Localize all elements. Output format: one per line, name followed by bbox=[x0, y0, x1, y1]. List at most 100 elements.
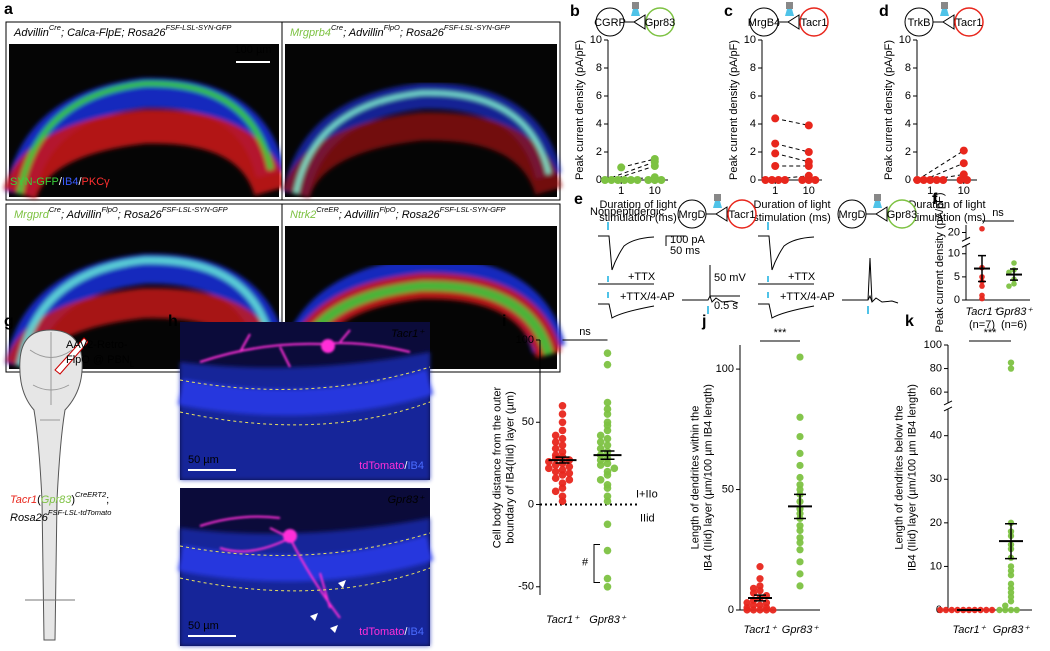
x-category-label: Tacr1⁺ bbox=[953, 624, 987, 636]
y-tick-label: 10 bbox=[930, 560, 942, 572]
data-point bbox=[551, 438, 560, 446]
data-point bbox=[1007, 571, 1015, 579]
genotype-label: Tacr1(Gpr83)CreERT2; bbox=[10, 490, 109, 505]
data-point bbox=[1011, 281, 1017, 287]
scale-bar-label: 50 µm bbox=[188, 454, 219, 466]
data-point bbox=[796, 546, 804, 554]
data-point bbox=[603, 497, 612, 506]
light-source bbox=[632, 2, 639, 9]
data-point bbox=[1007, 365, 1015, 372]
x-tick-label: 1 bbox=[927, 185, 933, 197]
data-point bbox=[796, 558, 804, 566]
data-point bbox=[948, 606, 955, 614]
data-point bbox=[1007, 606, 1015, 614]
data-point bbox=[749, 606, 758, 614]
data-point bbox=[761, 176, 770, 184]
text-segment: IB4 bbox=[407, 626, 424, 638]
text-segment: ) bbox=[71, 494, 75, 506]
data-point bbox=[558, 471, 567, 479]
y-tick-label: 0 bbox=[528, 498, 534, 510]
data-point bbox=[603, 459, 612, 468]
genotype-label: Gpr83⁺ bbox=[388, 494, 426, 506]
neuron-label: Tacr1 bbox=[729, 209, 756, 221]
neuron-label: MrgB4 bbox=[748, 17, 780, 29]
light-source bbox=[786, 2, 793, 9]
y-axis-label: Cell body distance from the outerboundar… bbox=[491, 386, 516, 548]
neuron-label: Gpr83 bbox=[645, 17, 676, 29]
data-point bbox=[596, 438, 605, 446]
text-segment: FlpO bbox=[384, 23, 400, 32]
y-tick-label: 40 bbox=[930, 430, 942, 442]
scale-label: 100 pA bbox=[670, 234, 706, 246]
data-point bbox=[565, 462, 574, 471]
y-axis-label-line: IB4 (IIid) layer (µm/100 µm IB4 length) bbox=[906, 384, 918, 571]
data-point bbox=[756, 575, 764, 583]
scale-bar-label: 100 µm bbox=[235, 44, 272, 56]
neuron bbox=[887, 199, 917, 229]
data-point bbox=[596, 431, 605, 440]
text-segment: FlpO @ PBN bbox=[66, 354, 130, 366]
y-tick-label: 6 bbox=[905, 90, 911, 102]
text-segment: Rosa26 bbox=[10, 512, 49, 524]
marker-label: # bbox=[582, 556, 589, 568]
neuron-label: Tacr1 bbox=[956, 17, 983, 29]
x-tick-label: 10 bbox=[803, 185, 815, 197]
y-tick-label: 10 bbox=[744, 34, 756, 46]
micrograph-signal bbox=[3, 77, 288, 200]
light-beam bbox=[940, 9, 949, 16]
data-point bbox=[551, 467, 560, 476]
voltage-spike bbox=[867, 257, 873, 303]
y-axis-label: Length of dendrites below theIB4 (IIid) … bbox=[893, 384, 918, 571]
data-point bbox=[558, 497, 567, 506]
error-bar bbox=[754, 594, 766, 602]
panel-letter: d bbox=[879, 3, 889, 20]
data-point bbox=[603, 574, 612, 583]
data-point bbox=[988, 606, 996, 614]
y-tick-label: 50 bbox=[722, 483, 734, 495]
data-point bbox=[558, 402, 567, 410]
pair-line bbox=[621, 158, 655, 168]
data-point bbox=[607, 176, 616, 184]
data-point bbox=[796, 353, 804, 361]
data-point bbox=[600, 176, 609, 184]
y-tick-label: 50 bbox=[522, 416, 534, 428]
text-segment: FSF-LSL-SYN-GFP bbox=[440, 205, 506, 214]
error-bar bbox=[555, 456, 570, 464]
data-point bbox=[926, 176, 935, 184]
data-point bbox=[811, 176, 820, 184]
x-axis-label: Duration of light bbox=[599, 199, 676, 211]
data-point bbox=[558, 418, 567, 427]
data-point bbox=[603, 582, 612, 591]
data-point bbox=[1007, 598, 1015, 605]
condition-label: +TTX bbox=[628, 271, 656, 283]
data-point bbox=[1007, 359, 1015, 366]
text-segment: Advillin bbox=[13, 27, 49, 39]
data-point bbox=[603, 520, 612, 529]
neurites bbox=[199, 515, 341, 619]
ib4-band bbox=[177, 369, 434, 416]
y-tick-label: 60 bbox=[930, 386, 942, 398]
data-point bbox=[565, 476, 574, 484]
brain-schematic bbox=[19, 329, 83, 641]
data-point bbox=[796, 449, 804, 458]
data-point bbox=[796, 432, 804, 441]
y-tick-label: 2 bbox=[750, 146, 756, 158]
y-tick-label: 4 bbox=[905, 118, 911, 130]
neuron bbox=[954, 7, 984, 37]
pair-line bbox=[775, 152, 809, 163]
y-tick-label: 10 bbox=[899, 34, 911, 46]
y-tick-label: 2 bbox=[905, 146, 911, 158]
stained-layer bbox=[282, 112, 563, 199]
error-bar bbox=[978, 254, 986, 283]
y-tick-label: 80 bbox=[930, 362, 942, 374]
synapse bbox=[942, 14, 955, 30]
data-point bbox=[796, 461, 804, 470]
neuron-label: Tacr1 bbox=[801, 17, 828, 29]
data-point bbox=[1006, 283, 1012, 289]
y-tick-label: 100 bbox=[924, 339, 942, 351]
scale-bar bbox=[709, 265, 740, 297]
data-point bbox=[603, 360, 612, 369]
light-source bbox=[941, 2, 948, 9]
x-tick-label: 1 bbox=[772, 185, 778, 197]
light-source bbox=[714, 194, 721, 201]
